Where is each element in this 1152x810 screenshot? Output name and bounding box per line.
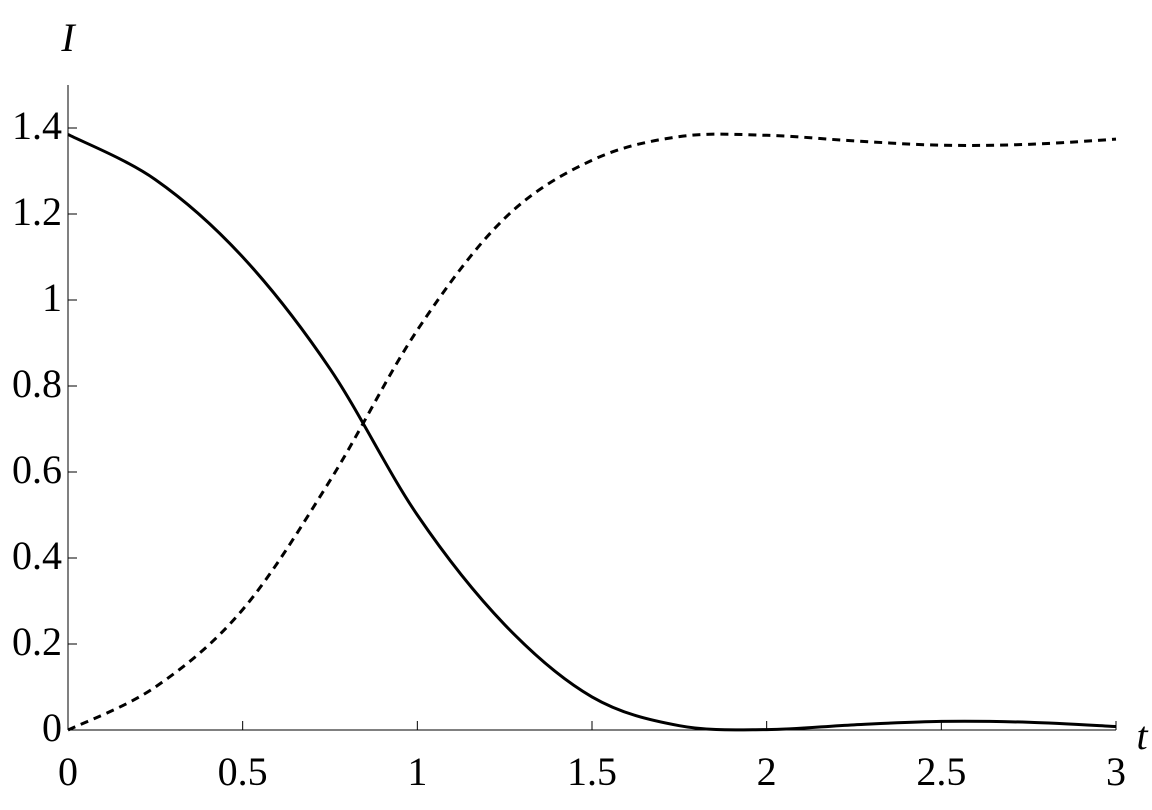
y-tick-label: 0.8 [12, 361, 62, 406]
y-tick-label: 0.4 [12, 533, 62, 578]
x-tick-label: 2.5 [916, 749, 966, 794]
y-tick-label: 1.4 [12, 103, 62, 148]
y-tick-label: 0.2 [12, 619, 62, 664]
y-tick-label: 0.6 [12, 447, 62, 492]
line-series [67, 133, 1117, 732]
y-axis-label: I [60, 15, 76, 60]
y-tick-label: 1.2 [12, 189, 62, 234]
x-tick-label: 2 [757, 749, 777, 794]
y-tick-label: 0 [42, 705, 62, 750]
x-tick-label: 3 [1106, 749, 1126, 794]
line-series [67, 132, 1117, 732]
x-tick-label: 0 [58, 749, 78, 794]
x-tick-label: 1.5 [567, 749, 617, 794]
x-axis-label: t [1136, 713, 1148, 758]
x-tick-label: 1 [407, 749, 427, 794]
y-tick-label: 1 [42, 275, 62, 320]
x-tick-label: 0.5 [218, 749, 268, 794]
